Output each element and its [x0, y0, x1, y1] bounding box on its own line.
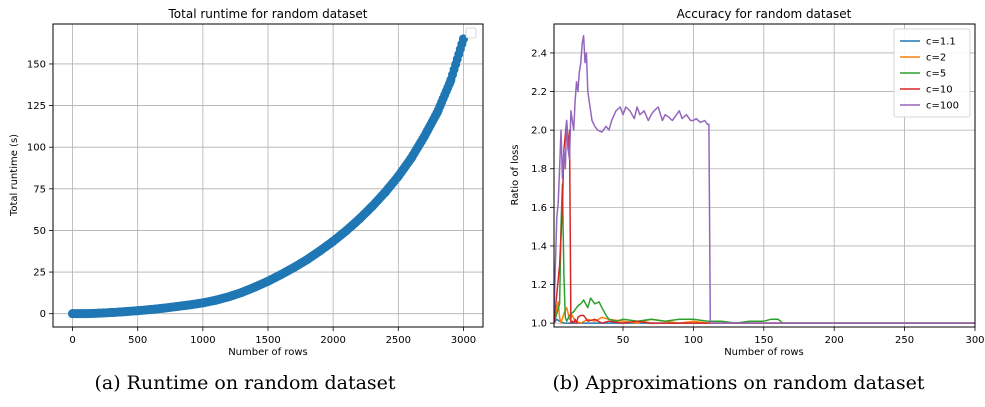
- x-tick-label: 150: [754, 335, 773, 346]
- legend-label: c=100: [926, 101, 959, 112]
- scatter-point: [94, 308, 104, 318]
- caption-a: (a) Runtime on random dataset: [94, 372, 396, 394]
- y-tick-label: 25: [33, 268, 46, 279]
- x-tick-label: 2000: [320, 335, 345, 346]
- x-tick-label: 500: [128, 335, 147, 346]
- y-tick-label: 0: [40, 309, 46, 320]
- series-line: [554, 34, 975, 324]
- scatter-point: [354, 214, 364, 224]
- scatter-point: [250, 282, 260, 292]
- scatter-point: [237, 287, 247, 297]
- y-tick-label: 75: [33, 184, 46, 195]
- y-axis-label: Total runtime (s): [9, 134, 20, 217]
- scatter-point: [172, 302, 182, 312]
- legend-box: [465, 27, 477, 39]
- x-tick-label: 3000: [451, 335, 476, 346]
- series-line: [554, 301, 975, 324]
- legend-label: c=2: [926, 53, 946, 64]
- x-tick-label: 250: [895, 335, 914, 346]
- y-ticks: 0 25 50 75 100 125 150: [27, 59, 53, 320]
- series-line: [554, 183, 975, 324]
- y-tick-label: 125: [27, 101, 46, 112]
- y-tick-label: 2.4: [531, 48, 547, 59]
- x-tick-label: 200: [825, 335, 844, 346]
- y-tick-label: 1.4: [531, 241, 547, 252]
- caption-b: (b) Approximations on random dataset: [552, 372, 925, 394]
- scatter-point: [276, 270, 286, 280]
- legend-label: c=5: [926, 69, 946, 80]
- scatter-point: [185, 300, 195, 310]
- scatter-point: [146, 305, 156, 315]
- x-ticks: 50 100 150 200 250 300: [617, 327, 985, 346]
- scatter-point: [406, 153, 416, 163]
- legend-label: c=1.1: [926, 37, 956, 48]
- chart-title: Accuracy for random dataset: [677, 7, 852, 21]
- legend-label: c=10: [926, 85, 953, 96]
- scatter-point: [81, 309, 91, 319]
- chart-title: Total runtime for random dataset: [168, 7, 368, 21]
- y-tick-label: 2.0: [531, 126, 547, 137]
- scatter-point: [393, 171, 403, 181]
- legend-box: [893, 28, 971, 118]
- y-tick-label: 1.6: [531, 203, 547, 214]
- scatter-point: [341, 226, 351, 236]
- line-series: [554, 34, 975, 324]
- y-tick-label: 1.0: [531, 319, 547, 330]
- x-ticks: 0 500 1000 1500 2000 2500 3000: [69, 327, 476, 346]
- scatter-point: [367, 201, 377, 211]
- x-axis-label: Number of rows: [724, 347, 804, 358]
- scatter-point: [315, 246, 325, 256]
- runtime-chart: 0 500 1000 1500 2000 2500 3000 0 25 50 75 100 125 15…: [9, 7, 484, 358]
- scatter-point: [432, 107, 442, 117]
- y-ticks: 1.0 1.2 1.4 1.6 1.8 2.0 2.2 2.4: [531, 48, 554, 330]
- scatter-point: [380, 187, 390, 197]
- scatter-point: [211, 295, 221, 305]
- y-tick-label: 150: [27, 59, 46, 70]
- scatter-point: [120, 307, 130, 317]
- x-tick-label: 2500: [386, 335, 411, 346]
- scatter-point: [328, 236, 338, 246]
- x-tick-label: 50: [617, 335, 630, 346]
- scatter-point: [159, 303, 169, 313]
- scatter-point: [107, 308, 117, 318]
- y-tick-label: 1.2: [531, 280, 547, 291]
- plot-frame: [553, 23, 976, 328]
- x-tick-label: 0: [69, 335, 75, 346]
- accuracy-chart: 50 100 150 200 250 300 1.0 1.2 1.4 1.6 1.8 2.0 2.2 2…: [510, 7, 985, 358]
- scatter-series: [68, 34, 468, 319]
- x-tick-label: 300: [965, 335, 984, 346]
- scatter-point: [263, 276, 273, 286]
- scatter-point: [289, 262, 299, 272]
- y-axis-label: Ratio of loss: [510, 145, 521, 206]
- scatter-point: [224, 292, 234, 302]
- scatter-point: [198, 298, 208, 308]
- x-tick-label: 100: [684, 335, 703, 346]
- x-tick-label: 1500: [255, 335, 280, 346]
- y-tick-label: 100: [27, 143, 46, 154]
- scatter-point: [302, 255, 312, 265]
- series-line: [554, 119, 975, 324]
- x-tick-label: 1000: [190, 335, 215, 346]
- scatter-point: [419, 131, 429, 141]
- scatter-point: [68, 309, 78, 319]
- y-tick-label: 1.8: [531, 164, 547, 175]
- x-axis-label: Number of rows: [228, 347, 308, 358]
- scatter-point: [445, 76, 455, 86]
- y-tick-label: 2.2: [531, 87, 547, 98]
- y-tick-label: 50: [33, 226, 46, 237]
- legend: c=1.1 c=2 c=5 c=10 c=100: [893, 28, 971, 118]
- scatter-point: [133, 306, 143, 316]
